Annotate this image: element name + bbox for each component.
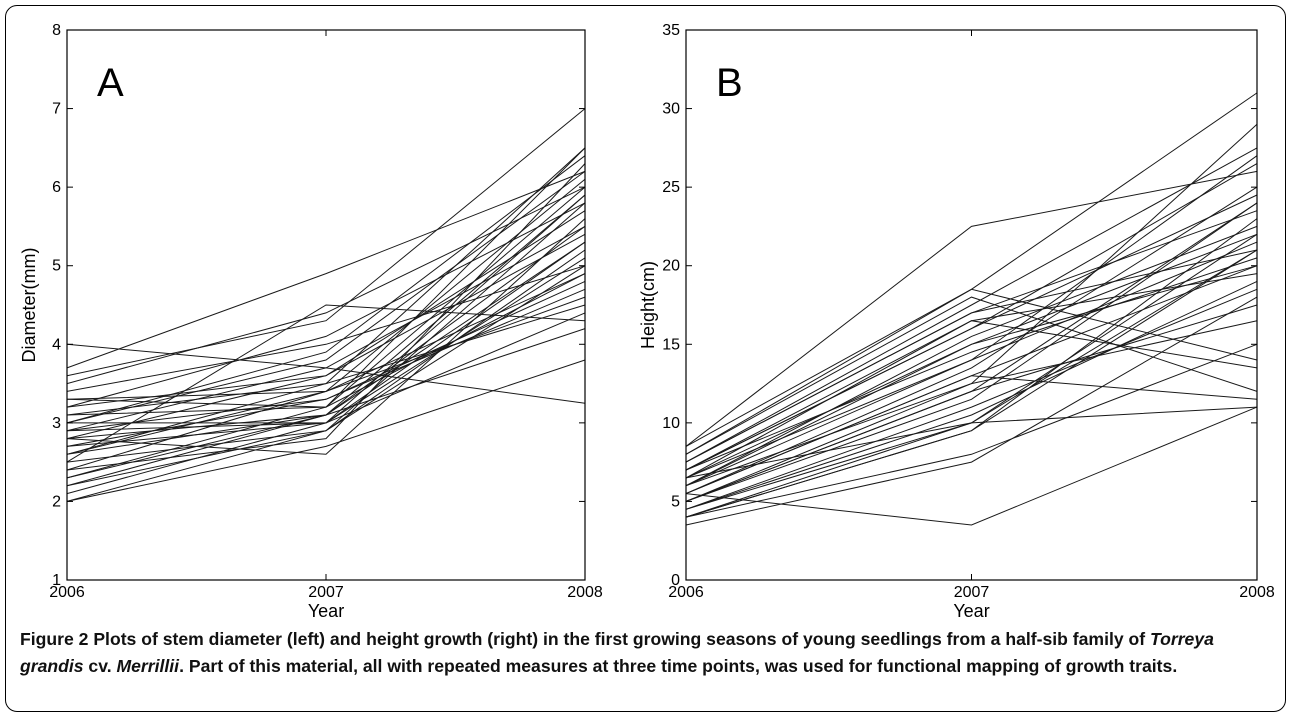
y-tick-label: 1 [52, 572, 61, 589]
panel-label: B [716, 61, 743, 105]
series-line-17 [66, 170, 586, 369]
series-line-16 [66, 108, 586, 377]
y-tick-label: 20 [662, 258, 680, 275]
series-line-36 [67, 194, 586, 424]
series-line-21 [66, 218, 586, 455]
series-line-18 [685, 280, 1258, 510]
y-tick-label: 10 [662, 415, 680, 432]
series-line-13 [66, 202, 586, 408]
series-line-22 [685, 296, 1258, 455]
panel-label: A [97, 61, 124, 105]
x-tick-label: 2006 [49, 584, 85, 601]
series-line-20 [685, 225, 1258, 487]
series-line-11 [685, 170, 1258, 447]
series-line-15 [66, 265, 586, 392]
series-line-30 [66, 186, 586, 385]
series-line-32 [66, 225, 586, 432]
y-tick-label: 25 [662, 179, 680, 196]
series-line-29 [66, 202, 586, 487]
series-line-25 [66, 233, 586, 408]
series-line-18 [66, 343, 586, 404]
series-group [685, 92, 1258, 526]
series-line-24 [685, 304, 1258, 502]
y-tick-label: 8 [52, 22, 61, 39]
x-tick-label: 2008 [567, 584, 603, 601]
x-axis-title: Year [308, 601, 344, 620]
series-line-26 [685, 194, 1258, 471]
series-line-19 [685, 186, 1258, 495]
y-tick-label: 15 [662, 336, 680, 353]
y-tick-label: 7 [52, 101, 61, 118]
y-tick-label: 0 [671, 572, 680, 589]
chart-panel-b: 0 5 10 15 20 25 30 35 2006 2007 2008 Year Height(cm)… [638, 22, 1275, 620]
series-line-13 [685, 343, 1258, 518]
x-tick-label: 2007 [308, 584, 344, 601]
series-line-4 [66, 186, 586, 479]
y-tick-label: 5 [52, 258, 61, 275]
caption-text-3: . Part of this material, all with repeat… [179, 656, 1178, 676]
series-line-29 [685, 288, 1258, 510]
y-tick-label: 30 [662, 101, 680, 118]
series-line-33 [66, 147, 586, 408]
chart-panel-a: 1 2 3 4 5 6 7 8 2006 2007 2008 Year Diameter(mm) A [19, 22, 603, 620]
figure-frame [5, 5, 1286, 712]
series-line-12 [685, 406, 1258, 526]
y-tick-label: 3 [52, 415, 61, 432]
caption-species: Torreya grandis [20, 629, 1214, 676]
series-line-30 [685, 210, 1258, 463]
series-line-28 [685, 265, 1258, 487]
y-tick-label: 4 [52, 336, 61, 353]
series-line-32 [685, 320, 1258, 502]
series-line-31 [685, 288, 1258, 447]
caption-text-1: Plots of stem diameter (left) and height… [88, 629, 1151, 649]
series-line-21 [685, 147, 1258, 463]
series-line-11 [66, 170, 586, 424]
caption-text-2: cv. [83, 656, 117, 676]
series-line-24 [66, 288, 586, 432]
y-tick-label: 5 [671, 493, 680, 510]
caption-lead: Figure 2 [20, 629, 89, 649]
x-tick-label: 2008 [1239, 584, 1275, 601]
series-line-34 [685, 249, 1258, 518]
y-axis-title: Height(cm) [638, 261, 658, 349]
series-line-35 [685, 273, 1258, 471]
series-line-8 [685, 163, 1258, 471]
x-tick-label: 2006 [668, 584, 704, 601]
figure-caption: Figure 2 Plots of stem diameter (left) a… [20, 626, 1270, 680]
series-group [66, 108, 586, 502]
series-line-19 [66, 359, 586, 502]
y-tick-label: 2 [52, 493, 61, 510]
series-line-7 [66, 147, 586, 455]
x-tick-label: 2007 [954, 584, 990, 601]
series-line-27 [685, 375, 1258, 495]
y-tick-label: 6 [52, 179, 61, 196]
series-line-34 [66, 273, 586, 455]
y-tick-label: 35 [662, 22, 680, 39]
y-axis-title: Diameter(mm) [19, 248, 39, 363]
x-axis-title: Year [953, 601, 989, 620]
series-line-28 [66, 304, 586, 416]
series-line-15 [685, 202, 1258, 502]
caption-cultivar: Merrillii [116, 656, 180, 676]
series-line-26 [66, 163, 586, 471]
series-line-22 [66, 155, 586, 424]
series-line-35 [66, 241, 586, 440]
series-line-5 [685, 265, 1258, 495]
series-line-10 [685, 92, 1258, 455]
